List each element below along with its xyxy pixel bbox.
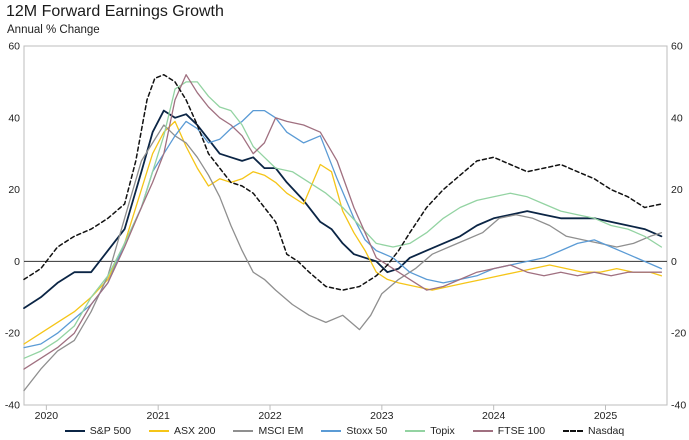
series-line-topix — [23, 81, 663, 359]
series-line-ftse-100 — [23, 74, 663, 370]
legend-swatch-ftse-100 — [472, 430, 493, 432]
series-line-msci-em — [23, 124, 663, 392]
x-tick-2022: 2022 — [258, 410, 282, 422]
legend-item-asx-200: ASX 200 — [149, 422, 215, 440]
x-tick-2021: 2021 — [147, 410, 171, 422]
series-line-stoxx-50 — [23, 109, 663, 349]
y-tick-left--40: -40 — [5, 400, 20, 412]
legend-swatch-msci-em — [233, 430, 254, 432]
legend-item-stoxx-50: Stoxx 50 — [321, 422, 387, 440]
x-tick-2025: 2025 — [594, 410, 618, 422]
legend-label-nasdaq: Nasdaq — [588, 425, 625, 437]
legend-swatch-nasdaq — [563, 430, 584, 432]
legend-label-s-p-500: S&P 500 — [89, 425, 132, 437]
legend-item-ftse-100: FTSE 100 — [472, 422, 546, 440]
x-tick-2020: 2020 — [35, 410, 59, 422]
chart-title: 12M Forward Earnings Growth — [6, 3, 224, 20]
chart-subtitle: Annual % Change — [7, 24, 100, 36]
legend-item-topix: Topix — [405, 422, 455, 440]
y-tick-right-0: 0 — [671, 256, 677, 268]
plot-frame — [23, 45, 668, 406]
legend-label-topix: Topix — [430, 425, 455, 437]
y-tick-right-60: 60 — [671, 41, 683, 53]
y-tick-left-20: 20 — [8, 184, 20, 196]
y-tick-left-0: 0 — [14, 256, 20, 268]
y-tick-left-60: 60 — [8, 41, 20, 53]
legend-swatch-asx-200 — [149, 430, 170, 432]
legend-item-nasdaq: Nasdaq — [563, 422, 624, 440]
y-tick-left-40: 40 — [8, 112, 20, 124]
series-line-asx-200 — [23, 120, 663, 345]
series-line-nasdaq — [23, 73, 663, 291]
y-tick-right-20: 20 — [671, 184, 683, 196]
legend-label-ftse-100: FTSE 100 — [497, 425, 546, 437]
legend-label-msci-em: MSCI EM — [258, 425, 304, 437]
y-tick-left--20: -20 — [5, 328, 20, 340]
x-tick-2023: 2023 — [370, 410, 394, 422]
legend-item-s-p-500: S&P 500 — [64, 422, 132, 440]
y-tick-right--40: -40 — [671, 400, 686, 412]
legend-label-stoxx-50: Stoxx 50 — [346, 425, 388, 437]
legend-item-msci-em: MSCI EM — [233, 422, 303, 440]
legend-label-asx-200: ASX 200 — [174, 425, 216, 437]
legend-swatch-stoxx-50 — [321, 430, 342, 432]
y-tick-right-40: 40 — [671, 112, 683, 124]
legend-swatch-s-p-500 — [64, 430, 85, 432]
chart-legend: S&P 500 ASX 200 MSCI EM Stoxx 50 Topix FTSE 1… — [0, 422, 689, 440]
y-tick-right--20: -20 — [671, 328, 686, 340]
legend-swatch-topix — [405, 430, 426, 432]
x-tick-2024: 2024 — [482, 410, 506, 422]
